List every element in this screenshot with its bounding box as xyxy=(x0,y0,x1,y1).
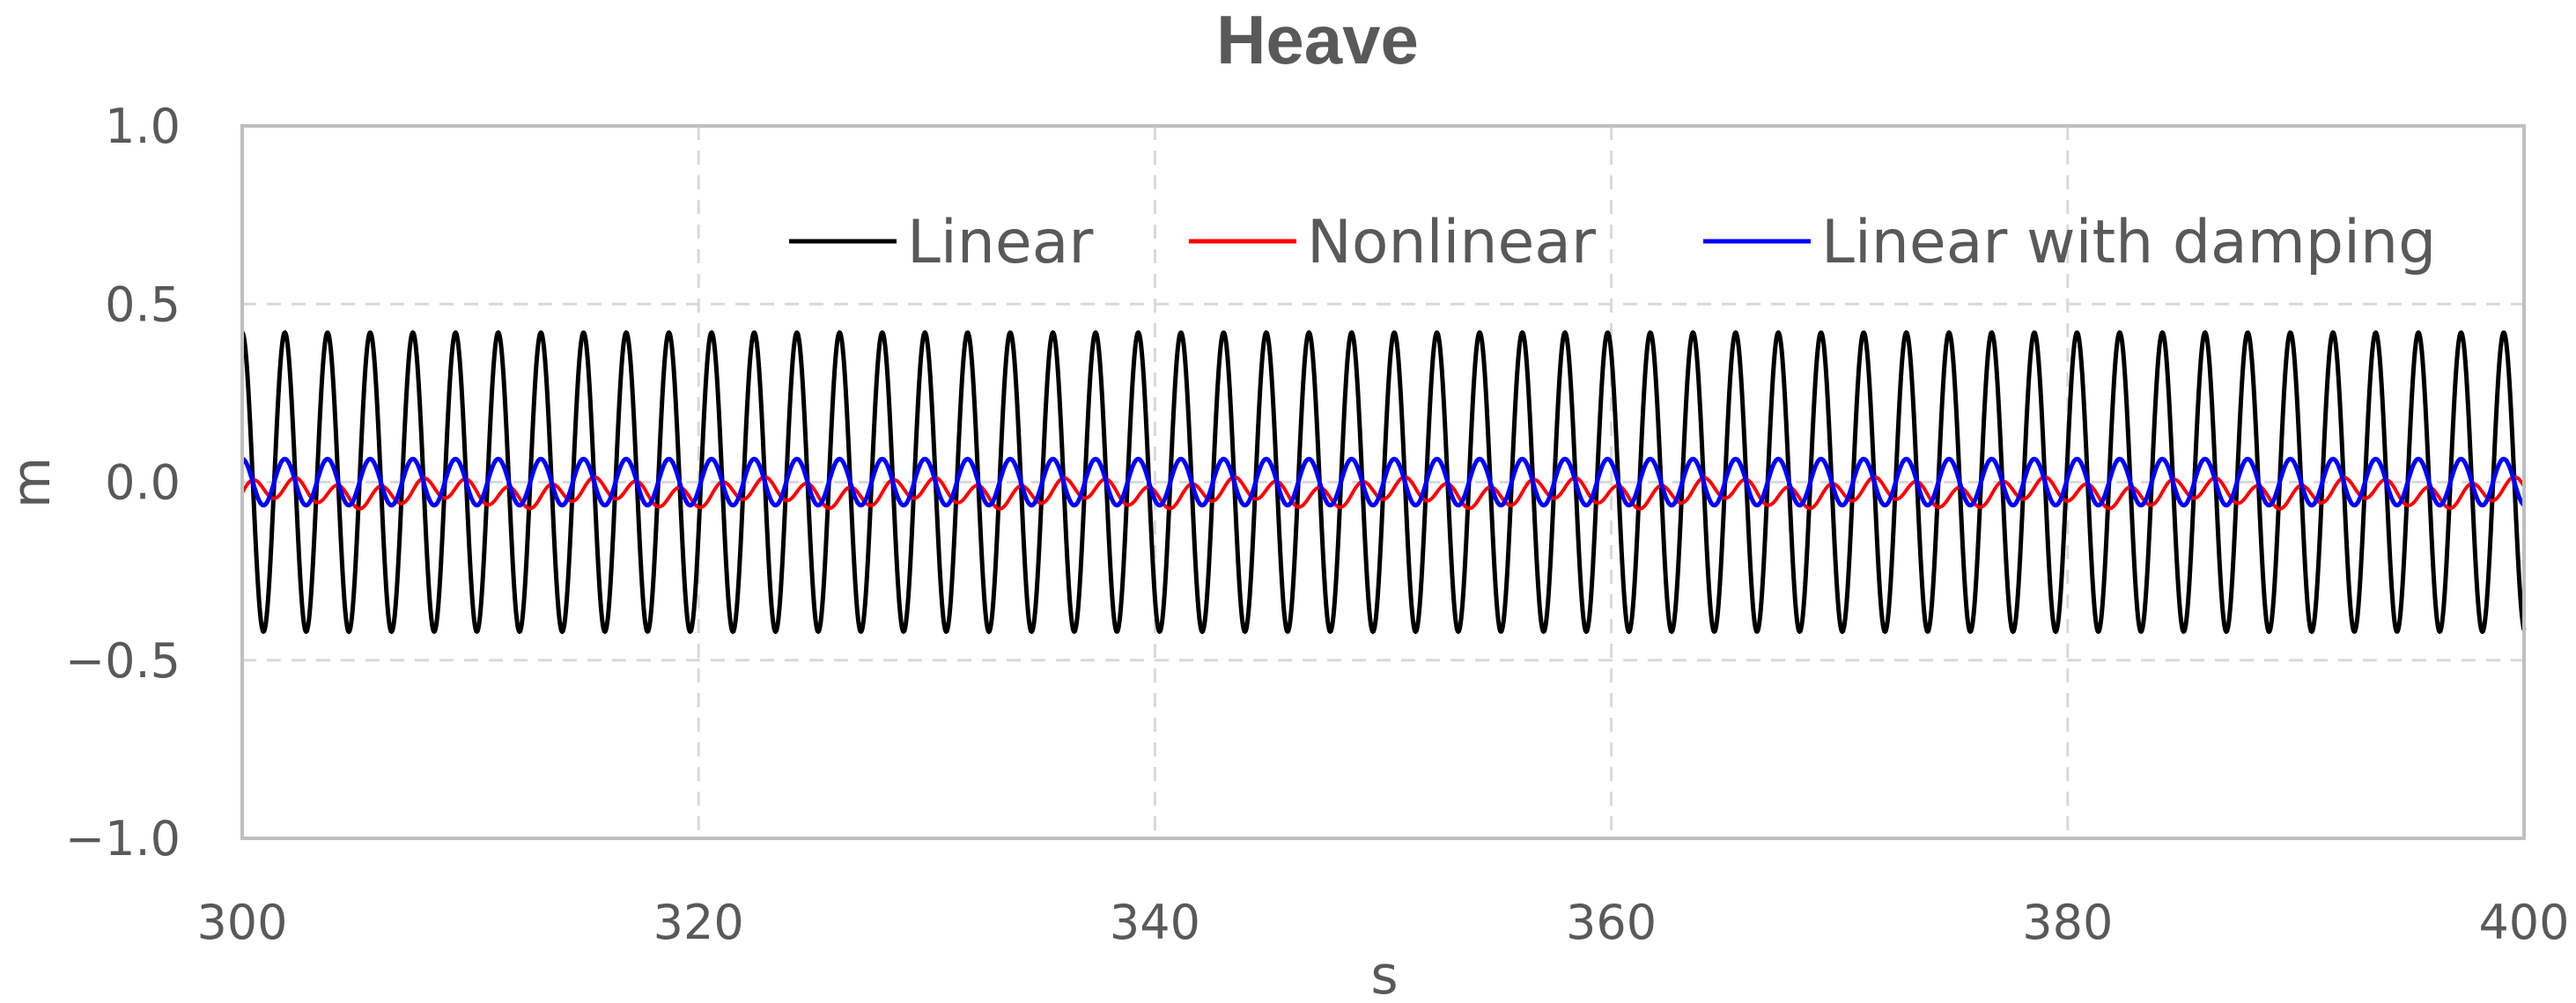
chart-title: Heave xyxy=(1216,1,1419,78)
x-tick-label-3: 360 xyxy=(1566,895,1657,950)
legend-label-linear-with-damping: Linear with damping xyxy=(1821,208,2436,277)
legend-label-nonlinear: Nonlinear xyxy=(1307,208,1596,277)
x-tick-label-4: 380 xyxy=(2022,895,2113,950)
x-tick-label-2: 340 xyxy=(1110,895,1200,950)
y-axis-label: m xyxy=(1,457,63,508)
plot-area-frame xyxy=(240,124,2526,840)
y-tick-label-2: 0.0 xyxy=(105,455,181,511)
series-lines xyxy=(240,330,2527,634)
y-tick-label-1: −0.5 xyxy=(65,633,181,689)
x-axis-label: s xyxy=(1370,945,1398,1003)
legend: Linear Nonlinear Linear with damping xyxy=(789,208,2436,277)
y-axis-tick-labels: −1.0 −0.5 0.0 0.5 1.0 xyxy=(65,99,181,867)
series-line-linear xyxy=(240,330,2527,634)
y-tick-label-4: 1.0 xyxy=(105,99,181,154)
x-tick-label-1: 320 xyxy=(653,895,744,950)
y-tick-label-3: 0.5 xyxy=(105,277,181,332)
y-tick-label-0: −1.0 xyxy=(65,811,181,867)
x-tick-label-0: 300 xyxy=(196,895,287,950)
x-axis-tick-labels: 300 320 340 360 380 400 xyxy=(196,895,2569,950)
x-tick-label-5: 400 xyxy=(2478,895,2569,950)
series-line-linear-with-damping xyxy=(240,456,2526,508)
legend-label-linear: Linear xyxy=(907,208,1093,277)
